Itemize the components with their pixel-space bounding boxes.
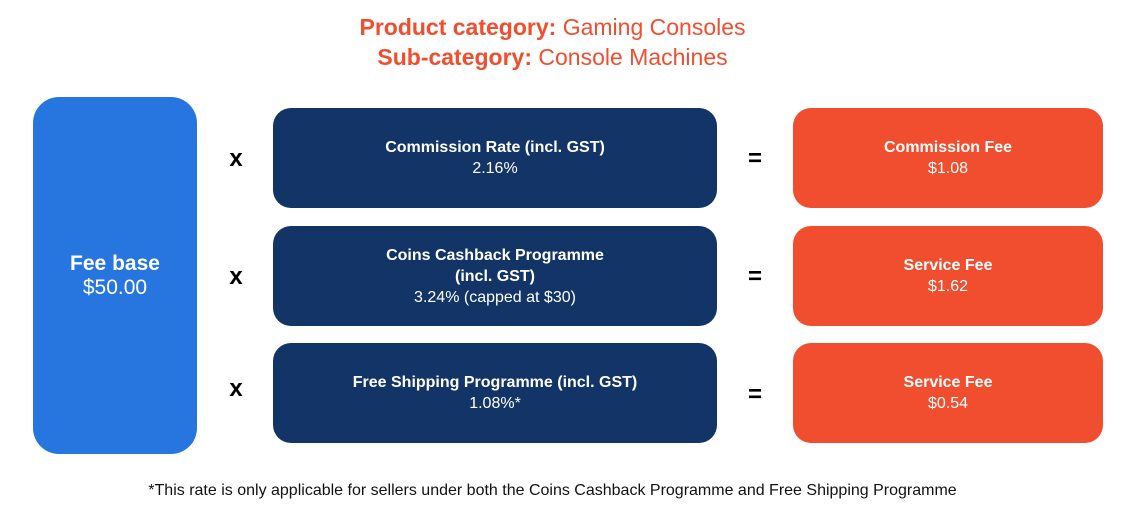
equals-sign: = [747,145,762,172]
commission-rate-box: Commission Rate (incl. GST) 2.16% [273,108,717,208]
fee-title: Service Fee [903,257,993,274]
free-shipping-rate-box: Free Shipping Programme (incl. GST) 1.08… [273,343,717,443]
commission-fee-box: Commission Fee $1.08 [793,108,1103,208]
fee-base-value: $50.00 [82,275,148,299]
fee-base-label: Fee base [70,251,160,275]
rate-value: 3.24% (capped at $30) [414,288,576,306]
multiply-sign: x [229,145,243,172]
rate-title-line2: (incl. GST) [455,267,535,285]
rate-value: 1.08%* [469,395,521,412]
rate-value: 2.16% [472,160,518,177]
fee-value: $0.54 [927,395,969,412]
subcategory-label: Sub-category: [377,44,533,70]
fee-title: Commission Fee [883,139,1013,156]
footnote: *This rate is only applicable for seller… [148,482,957,499]
service-fee-box: Service Fee $1.62 [793,226,1103,326]
coins-cashback-rate-box: Coins Cashback Programme (incl. GST) 3.2… [273,226,717,326]
subcategory-value: Console Machines [538,44,728,70]
multiply-sign: x [229,375,243,402]
rate-title: Coins Cashback Programme [386,246,604,264]
fee-value: $1.08 [927,160,969,177]
multiply-sign: x [229,263,243,290]
fee-title: Service Fee [903,374,993,391]
equals-sign: = [747,381,762,408]
category-label: Product category: [359,14,557,40]
product-category-line: Product category: Gaming Consoles [0,14,1105,41]
equals-sign: = [747,263,762,290]
rate-title: Commission Rate (incl. GST) [385,139,605,156]
rate-title: Free Shipping Programme (incl. GST) [352,374,638,391]
category-value: Gaming Consoles [562,14,746,40]
service-fee-box: Service Fee $0.54 [793,343,1103,443]
sub-category-line: Sub-category: Console Machines [0,44,1105,71]
fee-value: $1.62 [927,278,969,295]
fee-base-box: Fee base $50.00 [33,97,197,454]
